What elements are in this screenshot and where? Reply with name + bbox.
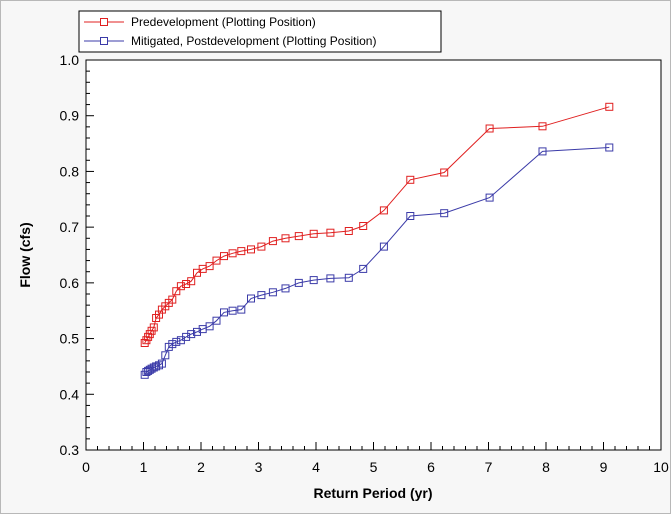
data-point: [268, 288, 277, 297]
y-tick-label: 1.0: [60, 52, 80, 68]
data-point: [172, 337, 181, 346]
x-tick-label: 2: [197, 459, 205, 475]
data-point: [237, 305, 246, 314]
data-point: [193, 327, 201, 336]
data-point: [205, 322, 214, 331]
x-tick-label: 6: [427, 459, 435, 475]
data-point: [440, 209, 449, 218]
data-point: [176, 282, 185, 291]
data-point: [294, 232, 303, 241]
data-point: [538, 147, 547, 156]
x-tick-label: 8: [542, 459, 550, 475]
legend-box: [78, 10, 442, 53]
data-point: [155, 361, 163, 370]
data-point: [228, 306, 237, 315]
data-point: [212, 316, 221, 325]
data-point: [161, 351, 170, 360]
data-point: [359, 222, 368, 230]
y-axis-title: Flow (cfs): [17, 222, 33, 287]
data-point: [155, 310, 163, 319]
data-point: [212, 256, 221, 265]
y-tick-label: 0.8: [60, 163, 80, 179]
data-point: [157, 359, 166, 368]
data-point: [406, 175, 415, 184]
data-point: [247, 245, 255, 254]
legend-label: Predevelopment (Plotting Position): [131, 15, 316, 29]
data-point: [309, 229, 318, 238]
data-point: [344, 273, 353, 282]
data-point: [294, 278, 303, 287]
data-point: [538, 122, 547, 131]
data-point: [326, 274, 335, 283]
data-point: [281, 284, 290, 293]
y-tick-label: 0.5: [60, 331, 80, 347]
legend-item: Mitigated, Postdevelopment (Plotting Pos…: [84, 34, 376, 48]
data-point: [485, 193, 494, 202]
data-point: [220, 252, 228, 261]
data-point: [149, 363, 158, 372]
data-point: [187, 277, 196, 286]
y-tick-label: 0.9: [60, 108, 80, 124]
y-tick-label: 0.6: [60, 275, 80, 291]
x-tick-label: 3: [255, 459, 263, 475]
data-point: [247, 294, 255, 303]
legend-marker: [100, 18, 108, 26]
x-tick-label: 10: [653, 459, 669, 475]
plot-area: [85, 59, 662, 451]
data-point: [309, 276, 318, 285]
x-tick-label: 7: [485, 459, 493, 475]
data-point: [205, 262, 214, 271]
data-point: [228, 249, 237, 258]
x-tick-label: 9: [600, 459, 608, 475]
data-point: [344, 227, 353, 235]
data-point: [182, 332, 191, 341]
data-point: [187, 330, 196, 339]
data-point: [257, 242, 266, 251]
y-tick-label: 0.3: [60, 442, 80, 458]
y-tick-label: 0.4: [60, 386, 80, 402]
x-axis-title: Return Period (yr): [313, 485, 432, 501]
series-layer: [140, 102, 614, 379]
data-point: [268, 237, 277, 246]
data-point: [485, 124, 494, 133]
data-point: [605, 143, 614, 152]
data-point: [182, 280, 191, 288]
data-point: [149, 323, 158, 332]
data-point: [237, 247, 246, 256]
data-point: [220, 308, 228, 317]
series-1: [140, 102, 614, 347]
data-point: [172, 287, 181, 296]
data-point: [281, 234, 290, 243]
data-point: [406, 212, 415, 220]
data-point: [379, 206, 388, 215]
x-axis: 0 1 2 3 4 5 6 7 8 9 10: [82, 442, 669, 475]
data-point: [257, 291, 266, 300]
legend: Predevelopment (Plotting Position) Mitiga…: [78, 10, 442, 53]
data-point: [440, 168, 449, 177]
data-point: [359, 264, 368, 273]
y-axis: 0.3 0.4 0.5 0.6 0.7 0.8 0.9 1.0: [60, 52, 94, 458]
x-tick-label: 4: [312, 459, 320, 475]
legend-item: Predevelopment (Plotting Position): [84, 15, 316, 29]
legend-marker: [100, 37, 108, 45]
x-tick-label: 0: [82, 459, 90, 475]
x-tick-label: 1: [140, 459, 148, 475]
data-point: [605, 102, 614, 111]
data-point: [152, 362, 161, 371]
series-2: [140, 143, 614, 379]
data-point: [326, 228, 335, 237]
x-tick-label: 5: [370, 459, 378, 475]
data-point: [379, 242, 388, 251]
data-point: [168, 295, 177, 304]
legend-label: Mitigated, Postdevelopment (Plotting Pos…: [131, 34, 376, 48]
y-tick-label: 0.7: [60, 219, 80, 235]
